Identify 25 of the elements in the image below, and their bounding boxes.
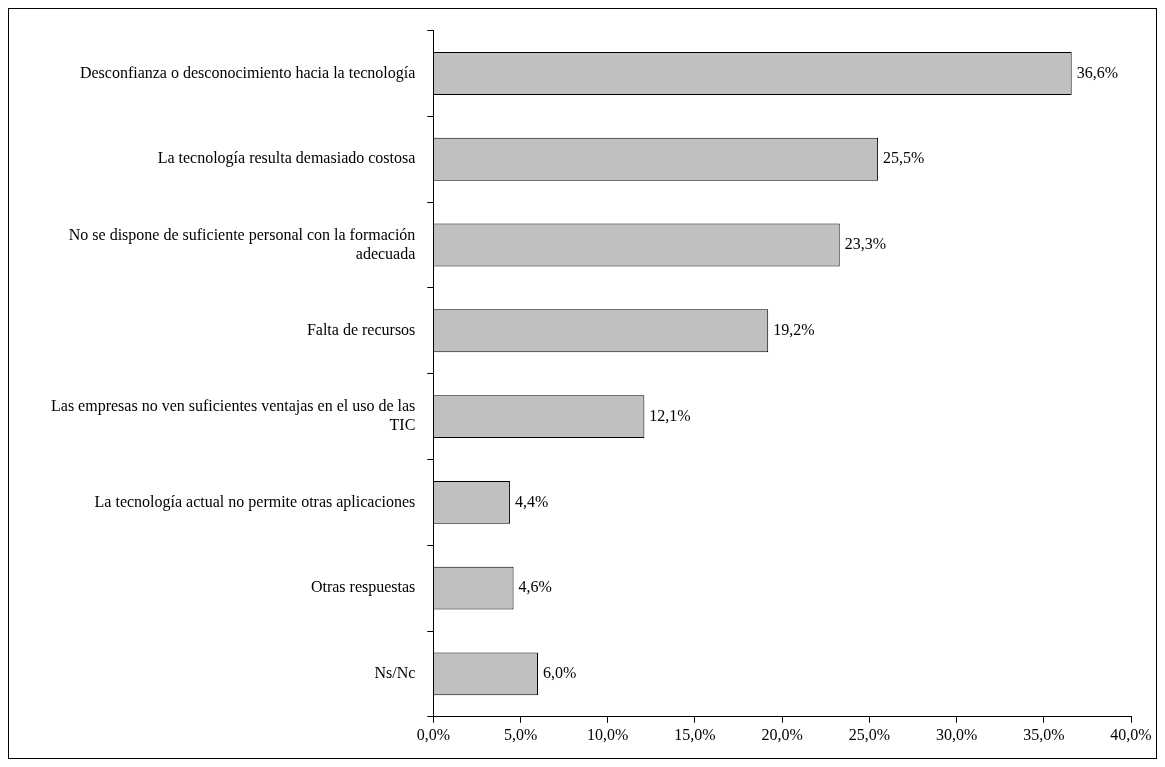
- y-tick-label: Otras respuestas: [310, 578, 416, 597]
- y-tick-label: Las empresas no ven suficientes ventajas en el uso de las TIC: [51, 397, 416, 434]
- data-label: 4,4%: [515, 492, 549, 510]
- y-tick-label: La tecnología resulta demasiado costosa: [157, 149, 416, 168]
- x-tick-label: 20,0%: [761, 725, 803, 743]
- data-label: 19,2%: [773, 321, 815, 339]
- x-tick-label: 0,0%: [416, 725, 450, 743]
- x-tick-label: 35,0%: [1023, 725, 1065, 743]
- x-tick-label: 40,0%: [1110, 725, 1152, 743]
- y-tick-label: La tecnología actual no permite otras aplicaciones: [94, 492, 416, 511]
- data-label: 12,1%: [649, 406, 691, 424]
- x-tick-label: 25,0%: [848, 725, 891, 743]
- y-tick-label: Ns/Nc: [374, 664, 416, 682]
- x-tick-label: 5,0%: [503, 725, 538, 743]
- y-tick-label: Desconfianza o desconocimiento hacia la tecnología: [79, 63, 416, 82]
- y-tick-label: No se dispone de suficiente personal con la formación adecuada: [68, 225, 416, 262]
- data-label: 23,3%: [844, 235, 887, 253]
- data-label: 4,6%: [518, 578, 552, 596]
- data-label: 36,6%: [1076, 63, 1119, 81]
- y-tick-label: Falta de recursos: [306, 321, 416, 339]
- x-tick-label: 30,0%: [935, 725, 978, 743]
- data-label: 25,5%: [883, 149, 925, 167]
- data-label: 6,0%: [542, 664, 577, 682]
- x-tick-label: 10,0%: [587, 725, 629, 743]
- x-tick-label: 15,0%: [674, 725, 716, 743]
